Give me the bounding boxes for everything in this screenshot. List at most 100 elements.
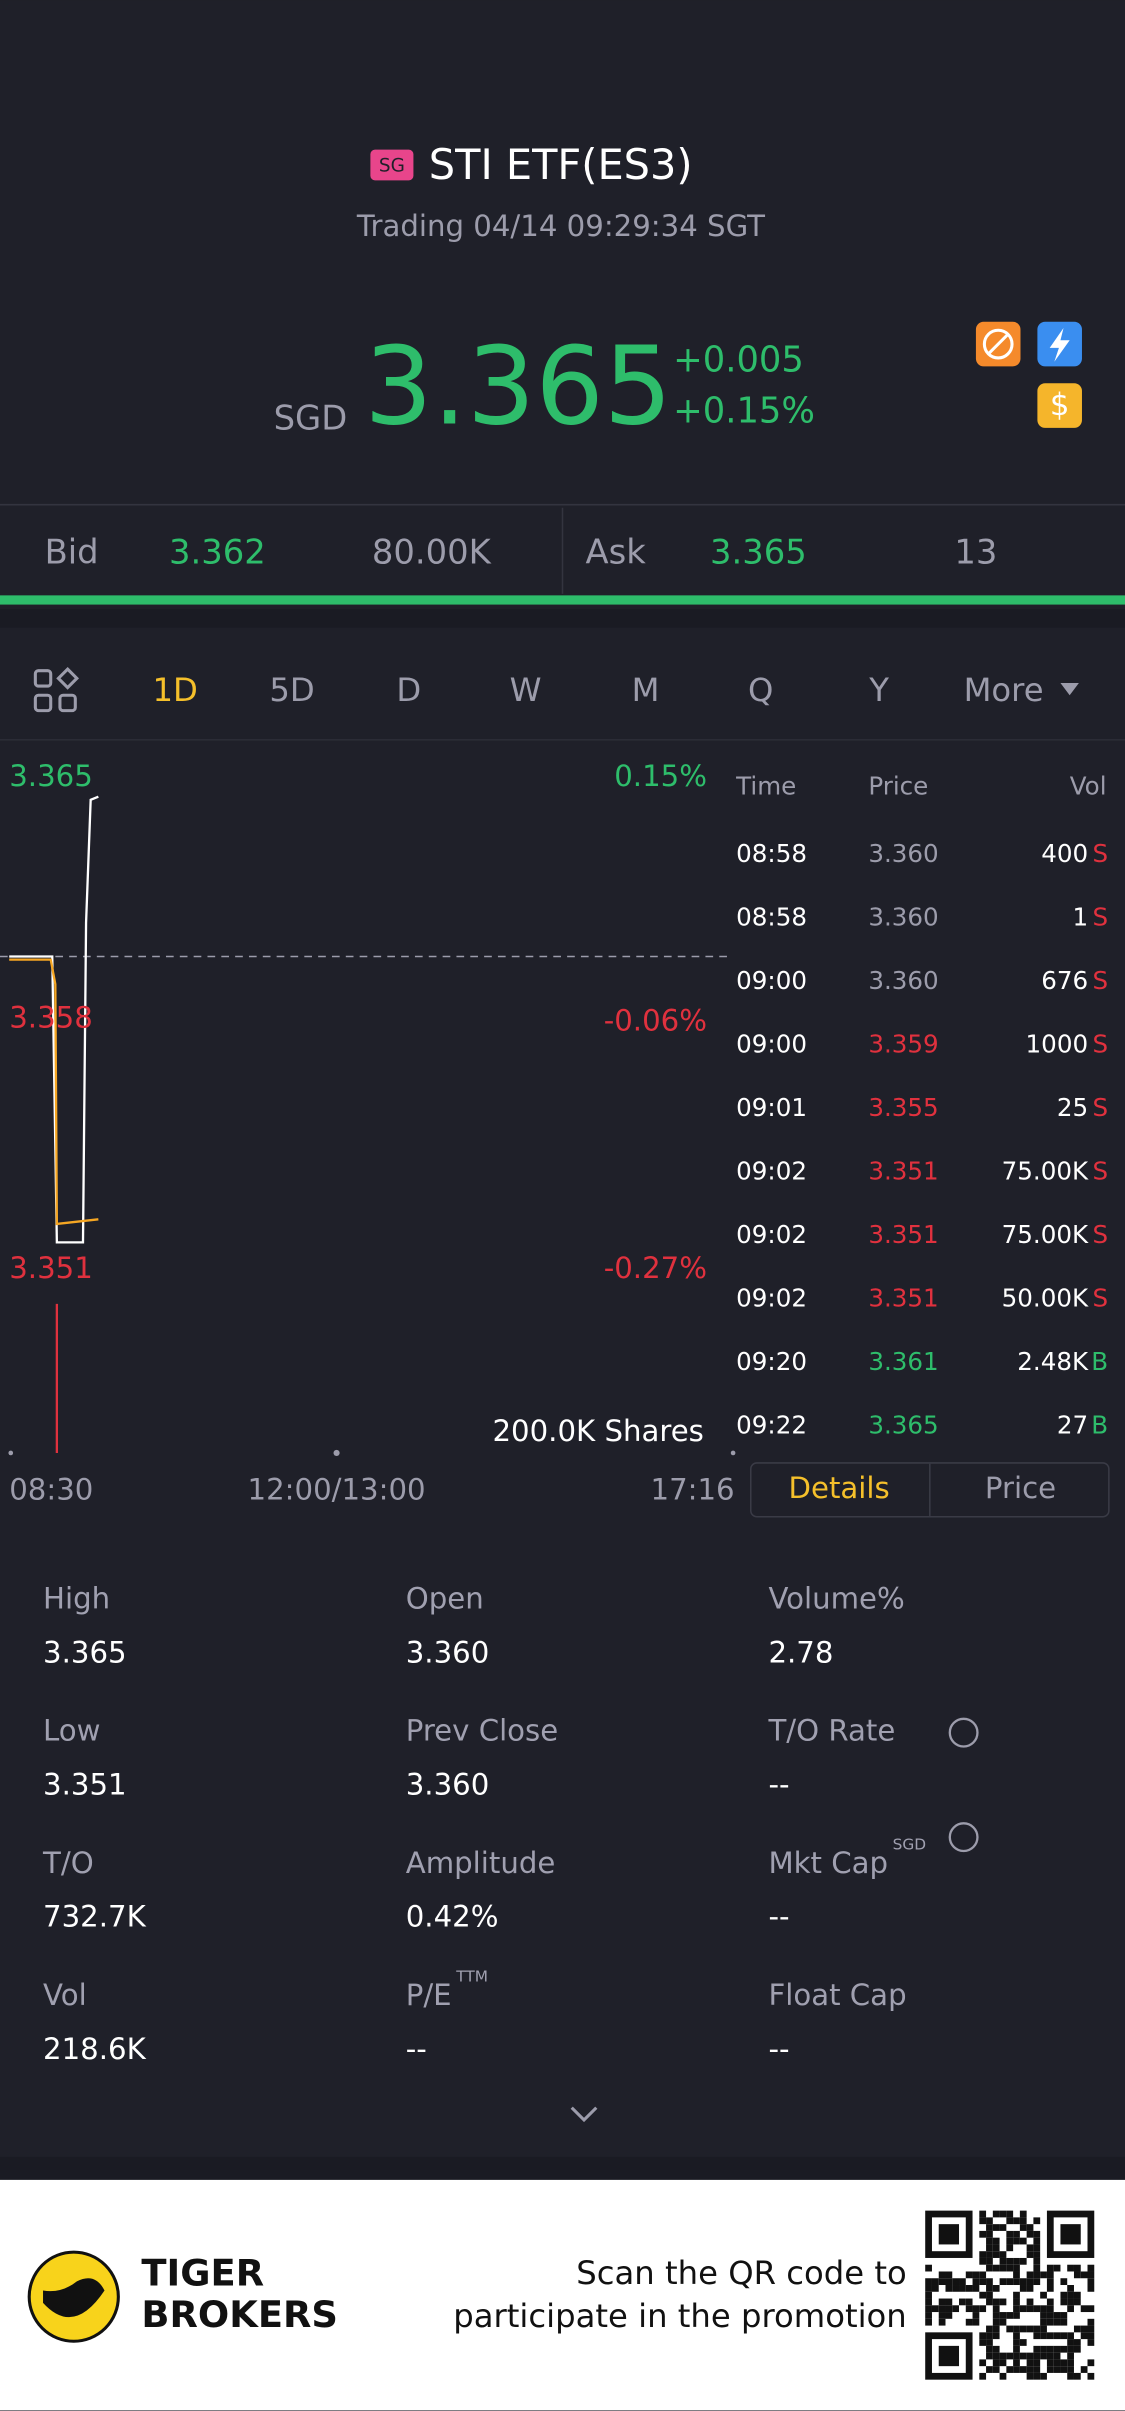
- qr-module: [1013, 2339, 1020, 2346]
- period-tab[interactable]: W: [510, 671, 542, 709]
- promo-text: participate in the promotion: [453, 2297, 906, 2335]
- qr-module: [925, 2318, 932, 2326]
- volume-label: 200.0K Shares: [492, 1414, 703, 1448]
- stat-label: Amplitude: [406, 1846, 556, 1880]
- tab-price[interactable]: Price: [985, 1471, 1056, 1505]
- qr-module: [979, 2339, 987, 2346]
- trade-side: S: [1092, 1156, 1108, 1185]
- trade-side: S: [1092, 1220, 1108, 1249]
- period-tab[interactable]: Q: [748, 671, 773, 709]
- qr-module: [1026, 2305, 1034, 2313]
- trade-time: 09:00: [736, 1030, 807, 1059]
- period-tab[interactable]: Y: [868, 671, 889, 709]
- qr-module: [979, 2359, 987, 2367]
- trade-time: 09:20: [736, 1347, 807, 1376]
- qr-module: [1033, 2305, 1041, 2313]
- qr-module: [945, 2271, 953, 2279]
- info-icon[interactable]: [948, 1717, 979, 1748]
- stat-label: Low: [43, 1714, 100, 1748]
- trade-volume: 1: [1072, 903, 1088, 932]
- qr-module: [992, 2285, 1000, 2292]
- period-tab[interactable]: 5D: [269, 671, 314, 709]
- change-pct: +0.15%: [673, 390, 815, 431]
- qr-module: [1026, 2285, 1034, 2292]
- qr-module: [986, 2264, 993, 2272]
- qr-code: [925, 2210, 1095, 2380]
- axis-dot: [333, 1449, 340, 1457]
- period-tab[interactable]: More: [964, 671, 1044, 709]
- icon-dividend[interactable]: [1037, 383, 1082, 428]
- dropdown-arrow[interactable]: [1060, 682, 1079, 696]
- qr-module: [992, 2264, 1000, 2272]
- period-tabs: 1D 5D D W M Q Y More: [153, 671, 1079, 709]
- qr-module: [986, 2345, 993, 2353]
- qr-module: [979, 2257, 987, 2265]
- qr-module: [1013, 2366, 1020, 2373]
- qr-module: [992, 2318, 1000, 2326]
- qr-module: [979, 2291, 987, 2299]
- stat-label: Prev Close: [406, 1714, 558, 1748]
- period-tab[interactable]: D: [396, 671, 421, 709]
- qr-module: [979, 2210, 987, 2218]
- period-tab[interactable]: M: [632, 671, 660, 709]
- qr-module: [1073, 2325, 1081, 2333]
- layout-icon[interactable]: [33, 666, 80, 713]
- stat-label: Volume%: [768, 1581, 904, 1615]
- qr-module: [1026, 2224, 1034, 2231]
- stat-label: Mkt Cap: [768, 1846, 888, 1880]
- qr-module: [965, 2285, 973, 2292]
- qr-module: [931, 2285, 939, 2292]
- qr-module: [1067, 2366, 1074, 2373]
- qr-module: [959, 2285, 966, 2292]
- title: STI ETF(ES3): [429, 140, 693, 189]
- qr-module: [979, 2372, 987, 2380]
- qr-module: [1013, 2271, 1020, 2279]
- time-label: 17:16: [651, 1472, 735, 1506]
- qr-module: [1046, 2332, 1054, 2340]
- icon-glyph: [982, 328, 1014, 360]
- qr-module: [972, 2285, 980, 2292]
- qr-module: [1046, 2264, 1054, 2272]
- currency: SGD: [274, 399, 348, 438]
- qr-module: [979, 2305, 987, 2313]
- intraday-chart: 3.365 3.358 3.351 0.15% -0.06% -0.27% 20…: [0, 759, 736, 1506]
- qr-module: [1046, 2352, 1054, 2360]
- qr-module: [1087, 2264, 1095, 2272]
- pct-label: -0.27%: [604, 1251, 707, 1285]
- trade-time: 09:00: [736, 966, 807, 995]
- qr-module: [1067, 2339, 1074, 2346]
- trade-volume: 2.48K: [1017, 1347, 1089, 1376]
- stat-value: 3.360: [406, 1635, 490, 1669]
- ask-price: 3.365: [710, 532, 807, 571]
- qr-module: [1040, 2345, 1047, 2353]
- qr-module: [986, 2217, 993, 2225]
- qr-module: [1026, 2271, 1034, 2279]
- qr-module: [925, 2298, 932, 2306]
- tab-details[interactable]: Details: [789, 1471, 890, 1505]
- icon-glyph: [1049, 327, 1070, 362]
- qr-module: [1053, 2318, 1061, 2326]
- period-tab[interactable]: 1D: [153, 671, 198, 709]
- trade-volume: 75.00K: [1002, 1220, 1089, 1249]
- qr-module: [1019, 2325, 1027, 2333]
- qr-module: [1026, 2359, 1034, 2367]
- qr-module: [999, 2352, 1007, 2360]
- qr-module: [938, 2298, 946, 2306]
- qr-module: [1040, 2325, 1047, 2333]
- expand-chevron[interactable]: [570, 2106, 598, 2123]
- qr-module: [938, 2305, 946, 2313]
- qr-module: [1019, 2217, 1027, 2225]
- trade-side: S: [1092, 1030, 1108, 1059]
- trade-price: 3.351: [868, 1156, 938, 1185]
- qr-module: [1067, 2285, 1074, 2292]
- ask-size: 13: [954, 532, 997, 571]
- qr-module: [1033, 2345, 1041, 2353]
- trade-side: S: [1092, 839, 1108, 868]
- qr-module: [1006, 2325, 1014, 2333]
- qr-module: [1053, 2264, 1061, 2272]
- qr-module: [1006, 2217, 1014, 2225]
- info-icon[interactable]: [948, 1822, 979, 1853]
- qr-module: [1033, 2372, 1041, 2380]
- qr-module: [1080, 2332, 1088, 2340]
- qr-module: [1067, 2291, 1074, 2299]
